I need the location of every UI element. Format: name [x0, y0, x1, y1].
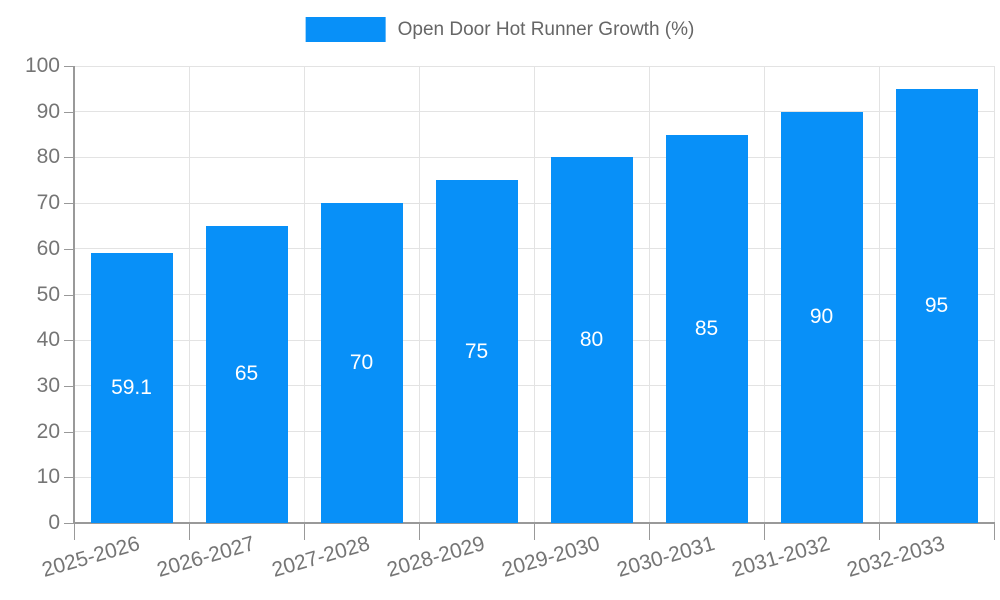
bar-2032-2033[interactable]: 95	[895, 88, 978, 523]
y-tick-mark	[64, 431, 73, 433]
y-tick-mark	[64, 203, 73, 205]
bar-value-label: 95	[924, 293, 949, 317]
y-tick-label: 80	[36, 145, 60, 169]
x-tick-label: 2028-2029	[383, 532, 487, 582]
y-tick-mark	[64, 248, 73, 250]
v-gridline	[648, 66, 650, 523]
x-tick-label: 2027-2028	[268, 532, 372, 582]
x-tick-mark	[73, 524, 75, 540]
bar-value-label: 85	[694, 316, 719, 340]
bar-2025-2026[interactable]: 59.1	[90, 252, 173, 523]
v-gridline	[188, 66, 190, 523]
x-tick-label: 2025-2026	[38, 532, 142, 582]
y-tick-label: 100	[24, 54, 60, 77]
y-tick-mark	[64, 294, 73, 296]
bar-value-label: 59.1	[111, 375, 152, 399]
x-tick-mark	[763, 524, 765, 540]
y-tick-label: 90	[36, 99, 60, 123]
y-tick-label: 10	[36, 465, 60, 489]
x-tick-label: 2026-2027	[153, 532, 257, 582]
x-tick-mark	[188, 524, 190, 540]
x-tick-mark	[303, 524, 305, 540]
bar-2030-2031[interactable]: 85	[665, 134, 748, 523]
x-tick-label: 2031-2032	[728, 532, 832, 582]
x-tick-label: 2029-2030	[498, 532, 602, 582]
v-gridline	[533, 66, 535, 523]
y-tick-label: 0	[48, 511, 60, 534]
x-tick-mark	[648, 524, 650, 540]
bar-value-label: 80	[579, 328, 604, 352]
v-gridline	[878, 66, 880, 523]
y-tick-mark	[64, 111, 73, 113]
bar-value-label: 70	[349, 351, 374, 375]
bar-value-label: 90	[809, 305, 834, 329]
bar-2029-2030[interactable]: 80	[550, 157, 633, 523]
y-tick-label: 40	[36, 328, 60, 352]
v-gridline	[418, 66, 420, 523]
y-tick-mark	[64, 523, 73, 524]
x-tick-mark	[418, 524, 420, 540]
bar-2026-2027[interactable]: 65	[205, 225, 288, 523]
x-tick-mark	[993, 524, 995, 540]
legend[interactable]: Open Door Hot Runner Growth (%)	[305, 17, 695, 42]
bar-2028-2029[interactable]: 75	[435, 180, 518, 523]
y-tick-mark	[64, 477, 73, 479]
y-tick-mark	[64, 157, 73, 159]
x-tick-mark	[533, 524, 535, 540]
v-gridline	[303, 66, 305, 523]
bar-value-label: 65	[234, 362, 259, 386]
legend-swatch-icon	[305, 17, 386, 42]
y-tick-label: 20	[36, 419, 60, 443]
v-gridline	[993, 66, 995, 523]
y-tick-mark	[64, 340, 73, 342]
x-tick-label: 2032-2033	[843, 532, 947, 582]
y-tick-label: 70	[36, 191, 60, 215]
v-gridline	[763, 66, 765, 523]
x-axis-line	[73, 522, 995, 524]
plot-area: 59.1 65 70 75 80 85 90 95	[64, 65, 995, 540]
y-tick-mark	[64, 385, 73, 387]
bar-2027-2028[interactable]: 70	[320, 203, 403, 523]
bar-2031-2032[interactable]: 90	[780, 111, 863, 523]
legend-label: Open Door Hot Runner Growth (%)	[397, 18, 695, 40]
y-axis-line	[73, 66, 75, 523]
x-tick-mark	[878, 524, 880, 540]
y-tick-label: 50	[36, 282, 60, 306]
y-tick-label: 60	[36, 236, 60, 260]
bar-value-label: 75	[464, 339, 489, 363]
x-tick-label: 2030-2031	[613, 532, 717, 582]
y-tick-label: 30	[36, 373, 60, 397]
y-tick-mark	[64, 66, 73, 67]
